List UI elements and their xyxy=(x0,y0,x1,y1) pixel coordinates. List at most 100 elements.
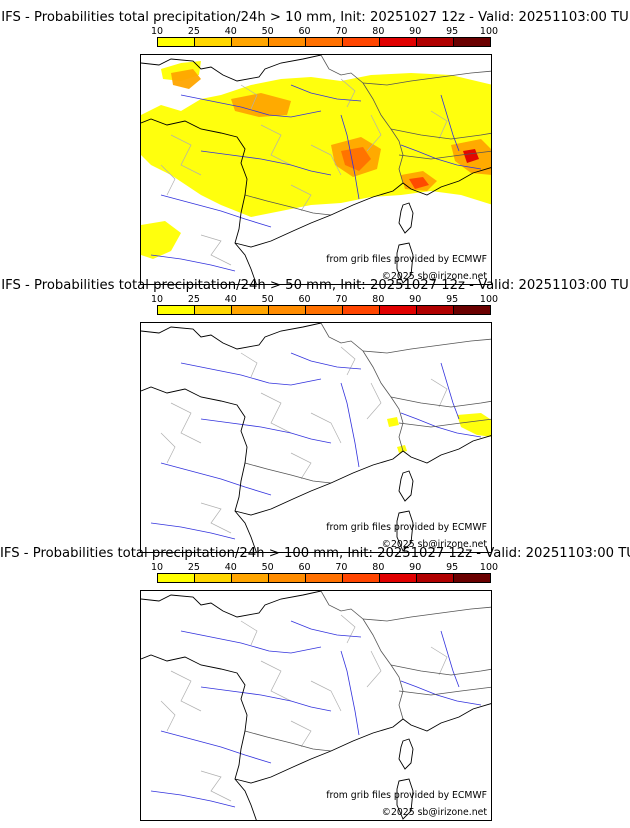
river xyxy=(160,194,272,228)
country-border xyxy=(320,55,404,184)
admin-boundaries xyxy=(160,614,448,802)
country-borders xyxy=(244,591,491,752)
map-canvas xyxy=(141,323,491,552)
mediterranean-coastline xyxy=(234,435,491,516)
river xyxy=(180,94,322,118)
colorbar-tick-label: 60 xyxy=(298,562,311,573)
map-canvas xyxy=(141,591,491,820)
data-source-credit: from grib files provided by ECMWF xyxy=(326,790,487,801)
colorbar-segment xyxy=(343,38,380,46)
river xyxy=(290,620,362,638)
coastlines xyxy=(141,55,491,284)
colorbar-tick-label: 80 xyxy=(372,26,385,37)
river xyxy=(150,254,236,272)
admin-boundary xyxy=(366,382,382,420)
probability-area xyxy=(457,413,491,437)
admin-boundary xyxy=(170,134,202,176)
colorbar-tick-label: 50 xyxy=(261,294,274,305)
admin-boundary xyxy=(160,432,176,464)
colorbar-tick-label: 100 xyxy=(479,562,499,573)
admin-boundary xyxy=(430,110,448,140)
colorbar-segment xyxy=(380,306,417,314)
copyright-credit: ©2025 sb@irizone.net xyxy=(381,807,487,818)
colorbar-segment xyxy=(454,574,490,582)
admin-boundary xyxy=(240,352,258,378)
colorbar-tick-label: 90 xyxy=(409,294,422,305)
colorbar-segment xyxy=(232,38,269,46)
colorbar-tick-label: 60 xyxy=(298,294,311,305)
river xyxy=(150,522,236,540)
precipitation-probability-layer xyxy=(141,61,491,259)
country-border xyxy=(390,664,491,676)
admin-boundary xyxy=(310,680,342,712)
colorbar-segment xyxy=(417,306,454,314)
colorbar-tick-label: 25 xyxy=(187,26,200,37)
admin-boundary xyxy=(290,452,312,480)
admin-boundaries xyxy=(160,78,448,266)
rivers xyxy=(150,84,482,272)
colorbar-tick-label: 10 xyxy=(150,26,164,37)
colorbar-segment xyxy=(454,38,490,46)
colorbar-segment xyxy=(343,306,380,314)
river xyxy=(400,412,482,438)
colorbar-segment xyxy=(195,574,232,582)
colorbar-tick-label: 70 xyxy=(335,294,348,305)
river xyxy=(440,362,460,420)
country-border xyxy=(244,730,332,752)
colorbar-segment xyxy=(269,38,306,46)
country-border xyxy=(244,194,332,216)
colorbar-segment xyxy=(417,38,454,46)
mediterranean-coastline xyxy=(234,703,491,784)
colorbar-tick-label: 100 xyxy=(479,294,499,305)
river xyxy=(400,144,482,170)
colorbar-segment xyxy=(232,306,269,314)
country-border xyxy=(244,462,332,484)
coastline xyxy=(141,591,322,820)
colorbar-segment xyxy=(306,574,343,582)
admin-boundary xyxy=(340,78,356,108)
admin-boundary xyxy=(240,84,258,110)
colorbar-tick-label: 100 xyxy=(479,26,499,37)
colorbar-tick-label: 80 xyxy=(372,562,385,573)
river xyxy=(440,94,460,152)
country-border xyxy=(362,606,491,622)
admin-boundary xyxy=(200,770,232,802)
country-border xyxy=(398,686,491,696)
country-border xyxy=(390,396,491,408)
panel-title: IFS - Probabilities total precipitation/… xyxy=(1,278,629,293)
colorbar-tick-label: 95 xyxy=(446,294,459,305)
country-borders xyxy=(244,55,491,216)
colorbar-tick-label: 40 xyxy=(224,294,237,305)
country-border xyxy=(362,338,491,354)
colorbar-segment xyxy=(380,38,417,46)
river xyxy=(180,630,322,654)
river xyxy=(440,630,460,688)
admin-boundary xyxy=(290,720,312,748)
colorbar-tick-label: 25 xyxy=(187,562,200,573)
coastlines xyxy=(141,591,491,820)
country-border xyxy=(398,150,491,160)
colorbar-segment xyxy=(269,574,306,582)
colorbar-segment xyxy=(195,306,232,314)
river xyxy=(400,680,482,706)
probability-area xyxy=(171,69,201,89)
colorbar-segment xyxy=(158,306,195,314)
copyright-credit: ©2025 sb@irizone.net xyxy=(381,271,487,282)
country-border xyxy=(398,418,491,428)
colorbar-tick-label: 90 xyxy=(409,26,422,37)
admin-boundary xyxy=(170,670,202,712)
river xyxy=(160,730,272,764)
colorbar-tick-label: 10 xyxy=(150,294,164,305)
admin-boundary xyxy=(310,144,342,176)
coastlines xyxy=(141,323,491,552)
river xyxy=(290,352,362,370)
copyright-credit: ©2025 sb@irizone.net xyxy=(381,539,487,550)
map-panel-100mm: IFS - Probabilities total precipitation/… xyxy=(0,546,630,821)
colorbar-tick-label: 40 xyxy=(224,26,237,37)
admin-boundary xyxy=(170,402,202,444)
colorbar-tick-label: 90 xyxy=(409,562,422,573)
river xyxy=(200,150,332,176)
map-panel-50mm: IFS - Probabilities total precipitation/… xyxy=(0,278,630,553)
river xyxy=(290,84,362,102)
colorbar-tick-label: 80 xyxy=(372,294,385,305)
